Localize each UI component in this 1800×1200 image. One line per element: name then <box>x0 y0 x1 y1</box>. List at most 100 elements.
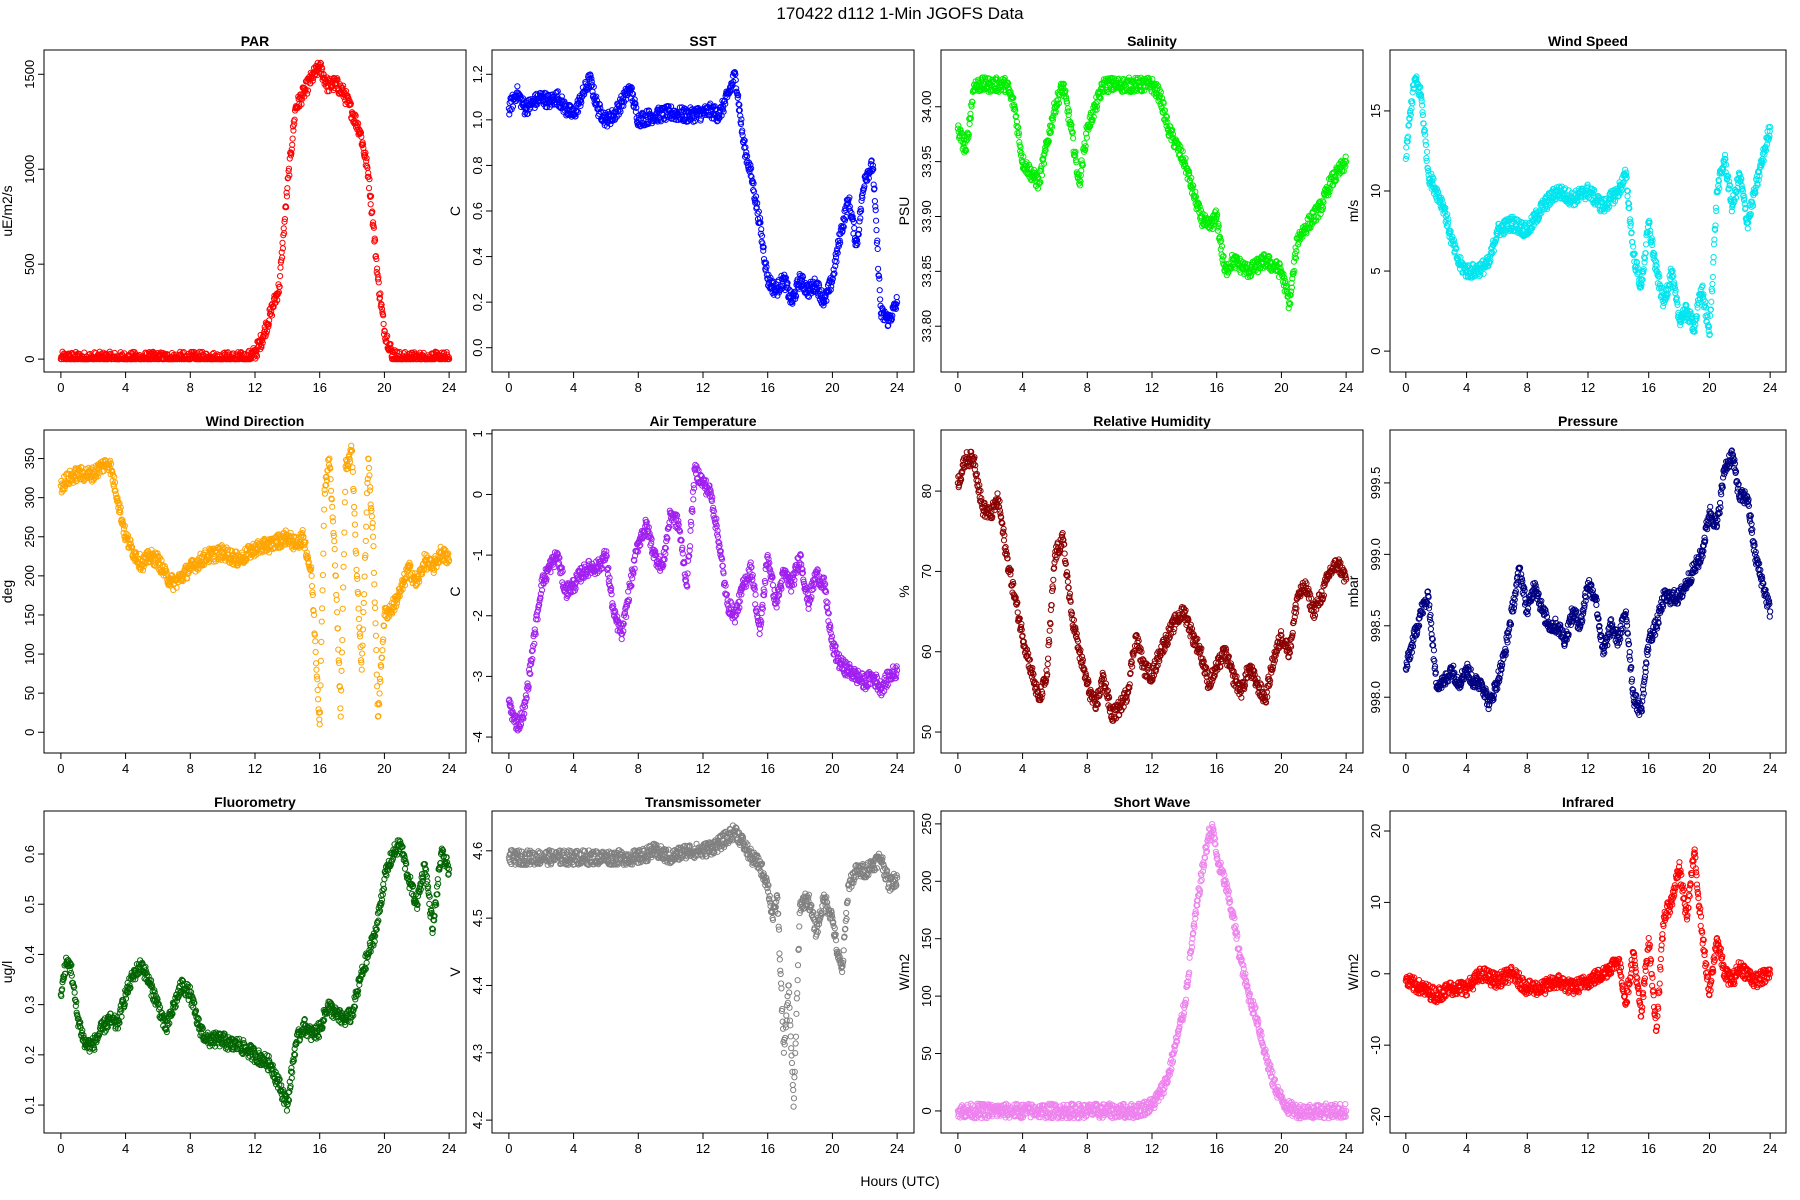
data-point <box>285 167 292 175</box>
x-tick-label: 16 <box>1209 380 1223 395</box>
data-point <box>288 150 295 157</box>
data-point <box>318 638 325 645</box>
data-point <box>367 201 374 208</box>
y-axis-label: uE/m2/s <box>0 185 15 236</box>
x-tick-label: 24 <box>1763 380 1777 395</box>
y-tick-label: 1.2 <box>470 65 485 83</box>
data-point <box>368 513 375 520</box>
y-tick-label: 0.6 <box>470 202 485 220</box>
data-point <box>339 605 346 612</box>
x-tick-label: 8 <box>1084 380 1091 395</box>
y-tick-label: 33.95 <box>919 145 934 178</box>
data-point <box>286 155 293 162</box>
data-point <box>376 291 383 298</box>
y-axis-label: PSU <box>896 197 912 226</box>
data-point <box>352 531 359 538</box>
data-point <box>361 151 369 159</box>
y-tick-label: 0 <box>22 729 37 736</box>
data-point <box>253 352 261 360</box>
data-point <box>508 106 515 113</box>
y-tick-label: 15 <box>1368 104 1383 118</box>
data-point <box>265 323 272 330</box>
data-point <box>542 100 549 107</box>
x-tick-label: 12 <box>696 761 710 776</box>
x-tick-label: 4 <box>1463 380 1470 395</box>
data-point <box>373 255 380 263</box>
data-point <box>320 522 327 529</box>
x-tick-label: 24 <box>890 380 904 395</box>
x-tick-label: 20 <box>1702 380 1716 395</box>
data-point <box>340 82 347 89</box>
x-tick-label: 12 <box>248 761 262 776</box>
data-point <box>317 682 324 689</box>
x-tick-label: 4 <box>570 761 577 776</box>
data-point <box>301 85 308 92</box>
data-point <box>258 343 265 351</box>
data-point <box>581 91 588 98</box>
data-point <box>290 127 297 134</box>
y-tick-label: 500 <box>22 253 37 275</box>
data-point <box>284 185 291 192</box>
data-point <box>308 583 316 590</box>
plot-frame <box>43 49 467 373</box>
data-point <box>274 290 282 297</box>
x-tick-label: 16 <box>1641 380 1655 395</box>
data-point <box>1624 193 1631 200</box>
data-point <box>331 562 339 569</box>
data-point <box>376 690 383 697</box>
data-point <box>597 105 604 112</box>
data-point <box>356 126 363 133</box>
y-tick-label: 5 <box>1368 267 1383 274</box>
data-point <box>1713 207 1720 215</box>
data-point <box>351 521 358 528</box>
data-point <box>591 94 599 101</box>
x-tick-label: 0 <box>1402 380 1409 395</box>
panel-title: SST <box>689 33 717 49</box>
data-point <box>509 103 517 110</box>
data-point <box>358 133 365 140</box>
y-tick-label: 1 <box>470 430 485 437</box>
y-axis-label: deg <box>0 580 15 603</box>
data-point <box>367 484 374 491</box>
data-point <box>584 85 591 92</box>
data-point <box>373 647 380 654</box>
data-point <box>369 533 377 540</box>
data-point <box>268 312 276 319</box>
data-point <box>362 149 369 156</box>
data-point <box>281 218 288 225</box>
data-point <box>337 713 344 720</box>
y-axis-label: C <box>447 206 463 216</box>
data-point <box>514 83 521 90</box>
data-point <box>588 75 595 82</box>
data-point <box>264 327 271 335</box>
data-point <box>364 164 371 171</box>
data-point <box>366 176 373 183</box>
data-point <box>370 224 377 231</box>
data-point <box>265 321 272 328</box>
data-point <box>420 349 427 357</box>
data-point <box>612 115 619 122</box>
x-tick-label: 16 <box>312 761 326 776</box>
data-point <box>291 116 298 123</box>
data-point <box>577 102 584 110</box>
data-point <box>320 550 327 557</box>
x-tick-label: 4 <box>1019 380 1026 395</box>
x-tick-label: 20 <box>825 380 839 395</box>
data-point <box>379 647 386 654</box>
x-tick-label: 24 <box>442 380 456 395</box>
data-point <box>359 142 366 149</box>
data-point <box>590 83 597 90</box>
data-point <box>380 320 387 328</box>
data-point <box>872 207 879 214</box>
plot-frame <box>1389 49 1787 373</box>
data-point <box>593 93 600 100</box>
data-point <box>1642 241 1650 248</box>
data-point <box>877 296 884 303</box>
data-point <box>369 208 376 215</box>
data-point <box>337 705 344 712</box>
x-tick-label: 16 <box>312 380 326 395</box>
